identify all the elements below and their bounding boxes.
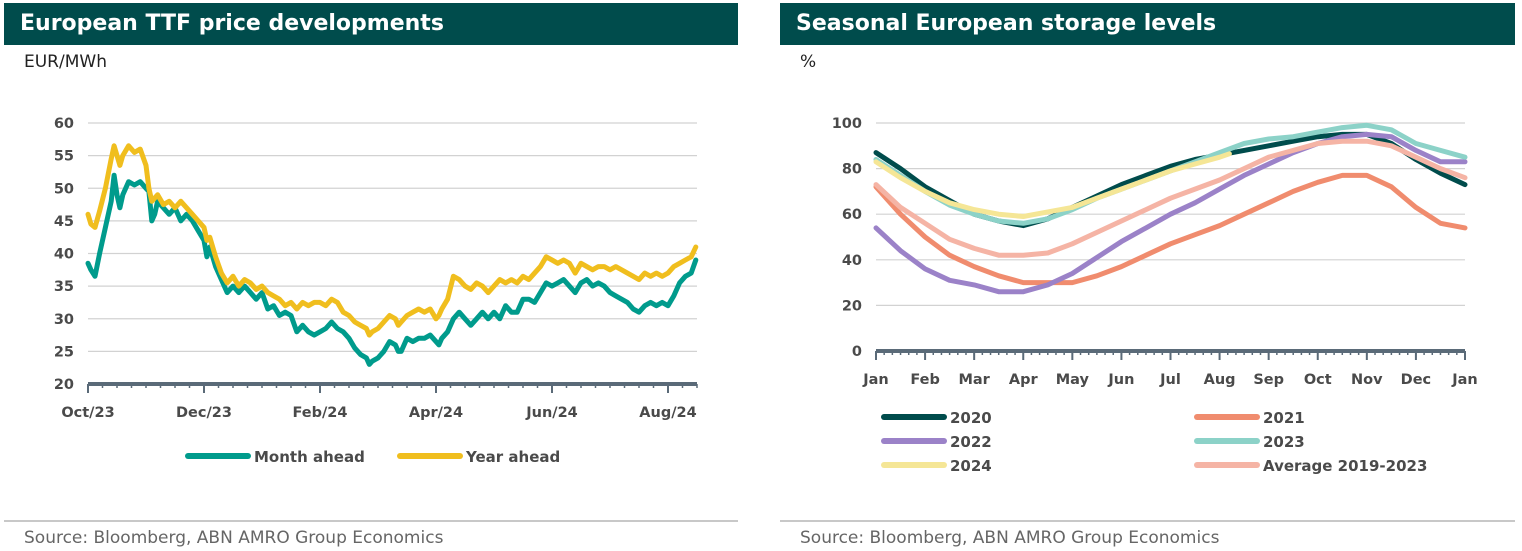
ttf-y-tick-label: 55 (54, 149, 74, 165)
ttf-series-month-ahead-line (85, 172, 699, 367)
storage-x-tick-label: Oct (1304, 372, 1332, 388)
ttf-y-tick-label: 25 (54, 344, 74, 360)
storage-x-tick-label: May (1056, 372, 1090, 388)
storage-x-tick-label: Jul (1159, 372, 1181, 388)
ttf-x-tick-label: Apr/24 (409, 405, 463, 421)
storage-y-tick-label: 80 (842, 162, 862, 178)
storage-chart-title: Seasonal European storage levels (780, 3, 1515, 45)
storage-legend-label-2022: 2022 (950, 433, 992, 451)
storage-y-tick-label: 0 (852, 344, 862, 360)
storage-source-divider (780, 520, 1515, 522)
storage-x-tick-label: Nov (1351, 372, 1383, 388)
ttf-series-year-ahead-line (85, 143, 699, 338)
ttf-x-tick-label: Oct/23 (61, 405, 114, 421)
storage-y-tick-label: 100 (832, 116, 862, 132)
storage-x-tick-label: Jun (1107, 372, 1134, 388)
ttf-y-tick-label: 30 (54, 312, 74, 328)
storage-unit-label: % (800, 52, 817, 72)
storage-x-tick-label: Sep (1253, 372, 1284, 388)
storage-legend-label-2021: 2021 (1263, 409, 1305, 427)
ttf-price-chart: 20 25 30 35 40 45 50 55 60 Oct/23 Dec/23 Feb/24 Apr/… (54, 116, 699, 466)
storage-series-average-2019-2023-line (873, 138, 1468, 258)
ttf-x-tick-label: Dec/23 (176, 405, 232, 421)
ttf-y-tick-label: 50 (54, 181, 74, 197)
storage-panel: Seasonal European storage levels % 0 20 40… (780, 0, 1515, 551)
storage-x-tick-label: Mar (958, 372, 990, 388)
storage-series-2021-line (873, 172, 1468, 286)
ttf-chart-title: European TTF price developments (4, 3, 738, 45)
ttf-legend-label-year-ahead: Year ahead (465, 448, 560, 466)
storage-levels-chart: 0 20 40 60 80 100 Jan Feb Mar Apr May Jun Jul Aug Sep O… (832, 116, 1478, 475)
storage-y-tick-label: 20 (842, 298, 862, 314)
ttf-y-tick-label: 45 (54, 214, 74, 230)
ttf-x-tick-label: Feb/24 (292, 405, 347, 421)
storage-source-note: Source: Bloomberg, ABN AMRO Group Econom… (800, 528, 1220, 548)
storage-x-tick-label: Dec (1401, 372, 1431, 388)
ttf-y-tick-label: 35 (54, 279, 74, 295)
storage-x-tick-label: Aug (1204, 372, 1236, 388)
storage-x-tick-label: Jan (1451, 372, 1478, 388)
ttf-unit-label: EUR/MWh (24, 52, 107, 72)
ttf-x-tick-label: Aug/24 (639, 405, 696, 421)
storage-legend-label-2020: 2020 (950, 409, 992, 427)
storage-y-tick-label: 60 (842, 207, 862, 223)
storage-series-2022-line (873, 131, 1468, 295)
storage-y-tick-label: 40 (842, 253, 862, 269)
storage-legend-label-2024: 2024 (950, 457, 992, 475)
ttf-y-tick-label: 40 (54, 247, 74, 263)
ttf-y-tick-label: 20 (54, 377, 74, 393)
storage-x-tick-label: Jan (862, 372, 889, 388)
ttf-legend-label-month-ahead: Month ahead (254, 448, 365, 466)
ttf-x-tick-label: Jun/24 (525, 405, 578, 421)
ttf-price-panel: European TTF price developments EUR/MWh … (4, 0, 738, 551)
storage-legend-label-average-2019-2023: Average 2019-2023 (1263, 457, 1427, 475)
storage-legend-label-2023: 2023 (1263, 433, 1305, 451)
ttf-source-note: Source: Bloomberg, ABN AMRO Group Econom… (24, 528, 444, 548)
storage-x-tick-label: Apr (1009, 372, 1039, 388)
ttf-y-tick-label: 60 (54, 116, 74, 132)
storage-series-2024-line (873, 151, 1232, 219)
ttf-source-divider (4, 520, 738, 522)
storage-x-tick-label: Feb (910, 372, 940, 388)
